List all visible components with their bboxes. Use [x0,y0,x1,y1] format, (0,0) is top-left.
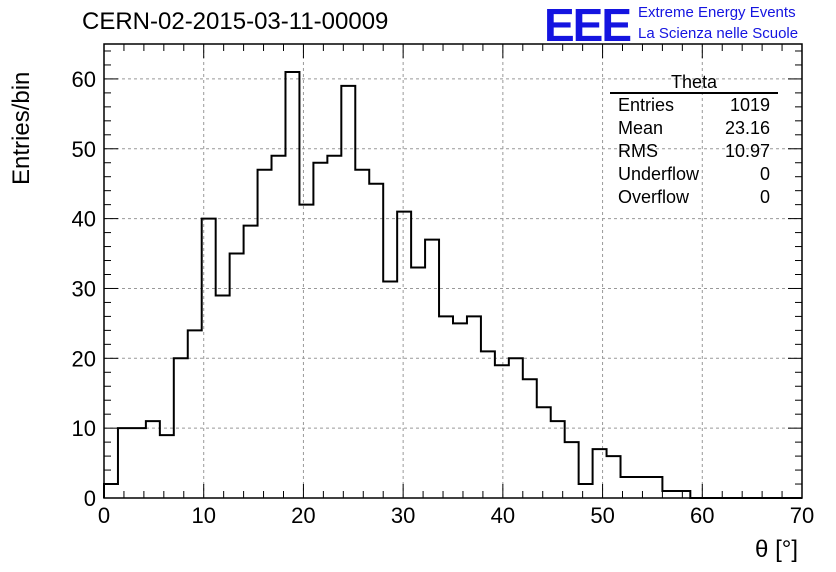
histogram-bin [495,365,509,498]
histogram-bin [439,316,453,498]
histogram-bin [188,330,202,498]
stats-row-overflow: Overflow 0 [610,186,778,209]
stats-value: 0 [759,164,770,184]
y-tick-label: 60 [72,67,96,92]
stats-row-mean: Mean 23.16 [610,117,778,140]
histogram-bin [327,156,341,498]
histogram-bin [118,428,132,498]
plot-frame [103,43,803,499]
stats-label: RMS [618,141,658,161]
stats-value: 10.97 [724,141,770,161]
x-axis-label: θ [°] [755,536,798,563]
histogram-bin [537,407,551,498]
histogram-bin [132,428,146,498]
histogram-bin [230,254,244,498]
x-tick-label: 60 [690,503,714,528]
stats-row-entries: Entries 1019 [610,94,778,117]
histogram-bin [662,491,676,498]
histogram-bin [258,170,272,498]
stats-label: Mean [618,118,664,138]
histogram-bin [425,240,439,498]
histogram-bin [397,212,411,498]
histogram-bin [369,184,383,498]
stats-value: 0 [759,187,770,207]
x-tick-label: 20 [291,503,315,528]
x-tick-label: 0 [98,503,110,528]
histogram-bin [146,421,160,498]
y-tick-label: 30 [72,276,96,301]
histogram-bin [607,456,621,498]
stats-label: Underflow [618,164,700,184]
histogram-bin [174,358,188,498]
histogram-bin [411,268,425,498]
y-tick-label: 40 [72,207,96,232]
stats-row-underflow: Underflow 0 [610,163,778,186]
histogram-bin [453,323,467,498]
stats-box: Theta Entries 1019 Mean 23.16 RMS 10.97 … [610,72,778,209]
eee-logo: EEE [544,0,632,51]
stats-row-rms: RMS 10.97 [610,140,778,163]
logo-text-line1: Extreme Energy Events [638,4,796,21]
histogram-bin [383,281,397,498]
y-tick-label: 50 [72,137,96,162]
histogram-bin [341,86,355,498]
logo-text-line2: La Scienza nelle Scuole [638,25,799,42]
histogram-bin [285,72,299,498]
x-tick-label: 70 [790,503,814,528]
stats-label: Overflow [618,187,690,207]
y-tick-label: 20 [72,346,96,371]
histogram-bin [244,226,258,498]
y-axis-label: Entries/bin [8,71,35,185]
histogram-bin [160,435,174,498]
histogram-bin [216,295,230,498]
stats-value: 1019 [729,95,770,115]
histogram-bin [551,421,565,498]
histogram-bin [481,351,495,498]
histogram-step-line [103,70,802,499]
histogram-bin [467,316,481,498]
histogram-bin [299,205,313,498]
x-tick-label: 30 [391,503,415,528]
y-tick-label: 10 [72,416,96,441]
x-tick-label: 10 [191,503,215,528]
stats-title: Theta [610,72,778,94]
histogram-bin [565,442,579,498]
histogram-bin [648,477,662,498]
histogram-bin [676,491,690,498]
x-tick-label: 40 [491,503,515,528]
x-tick-label: 50 [590,503,614,528]
y-tick-label: 0 [84,486,96,511]
histogram-bin [272,156,286,498]
histogram-bin [634,477,648,498]
stats-label: Entries [618,95,675,115]
histogram-bin [104,484,118,498]
histogram-bin [579,484,593,498]
histogram-bin [593,449,607,498]
stats-value: 23.16 [724,118,770,138]
histogram-bin [313,163,327,498]
histogram-bin [523,379,537,498]
run-title: CERN-02-2015-03-11-00009 [82,8,389,35]
